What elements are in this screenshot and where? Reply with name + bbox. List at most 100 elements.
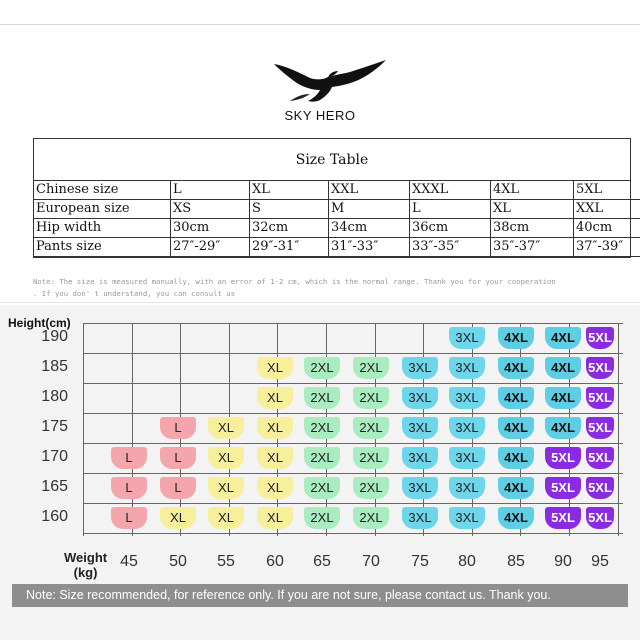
size-cell-3xl: 3XL [402, 357, 438, 379]
size-cell-l: L [111, 507, 147, 529]
size-cell-3xl: 3XL [449, 447, 485, 469]
size-cell-5xl: 5XL [586, 477, 614, 499]
size-table-cell: 38cm [490, 218, 574, 238]
weight-tick: 70 [362, 553, 380, 570]
size-cell-2xl: 2XL [353, 477, 389, 499]
size-cell-5xl: 5XL [545, 447, 581, 469]
size-table-cell: 27″-29″ [170, 237, 250, 257]
grid-hline [83, 443, 623, 444]
size-table-cell: 29″-31″ [249, 237, 329, 257]
size-cell-l: L [111, 477, 147, 499]
height-tick: 190 [41, 328, 68, 345]
grid-hline [83, 473, 623, 474]
size-cell-5xl: 5XL [586, 417, 614, 439]
size-table-row: Chinese size L XL XXL XXXL 4XL 5XL [34, 181, 640, 200]
size-cell-2xl: 2XL [304, 417, 340, 439]
grid-hline [83, 533, 623, 534]
size-table-cell: XXL [573, 199, 640, 219]
size-cell-l: L [160, 417, 196, 439]
size-cell-3xl: 3XL [449, 477, 485, 499]
weight-tick: 50 [169, 553, 187, 570]
size-cell-3xl: 3XL [449, 507, 485, 529]
size-table-cell: XXL [328, 181, 410, 200]
size-cell-5xl: 5XL [586, 357, 614, 379]
size-cell-xl: XL [257, 447, 293, 469]
eagle-icon [274, 60, 386, 102]
size-table-cell: 5XL [573, 181, 640, 200]
size-cell-xl: XL [257, 387, 293, 409]
size-cell-2xl: 2XL [353, 387, 389, 409]
height-tick: 160 [41, 508, 68, 525]
size-cell-l: L [111, 447, 147, 469]
measurement-note-line2: . If you don' t understand, you can cons… [33, 289, 236, 298]
size-table-cell: 4XL [490, 181, 574, 200]
size-table-row-header: Pants size [34, 237, 171, 257]
size-table-cell: L [170, 181, 250, 200]
size-cell-3xl: 3XL [449, 417, 485, 439]
size-cell-xl: XL [208, 447, 244, 469]
grid-hline [83, 413, 623, 414]
size-cell-2xl: 2XL [353, 357, 389, 379]
size-cell-2xl: 2XL [353, 417, 389, 439]
size-cell-4xl: 4XL [498, 387, 534, 409]
section-divider [0, 302, 640, 303]
size-cell-3xl: 3XL [449, 387, 485, 409]
size-table-row-header: European size [34, 199, 171, 219]
size-table-cell: M [328, 199, 410, 219]
size-table-cell: 32cm [249, 218, 329, 238]
weight-axis-label: Weight (kg) [64, 550, 107, 580]
weight-tick: 45 [120, 553, 138, 570]
size-cell-4xl: 4XL [545, 357, 581, 379]
size-cell-xl: XL [257, 357, 293, 379]
size-cell-3xl: 3XL [402, 387, 438, 409]
height-axis-label: Height(cm) [8, 316, 71, 330]
size-cell-5xl: 5XL [545, 507, 581, 529]
size-cell-4xl: 4XL [498, 417, 534, 439]
size-cell-4xl: 4XL [545, 417, 581, 439]
size-cell-5xl: 5XL [586, 327, 614, 349]
weight-axis-label-line1: Weight [64, 550, 108, 565]
size-table-cell: 34cm [328, 218, 410, 238]
size-cell-2xl: 2XL [353, 447, 389, 469]
size-table-cell: XXXL [409, 181, 491, 200]
size-table-cell: 35″-37″ [490, 237, 574, 257]
grid-hline [83, 353, 623, 354]
size-table-cell: L [409, 199, 491, 219]
size-cell-4xl: 4XL [498, 507, 534, 529]
height-tick: 185 [41, 358, 68, 375]
size-cell-xl: XL [208, 507, 244, 529]
size-cell-xl: XL [208, 477, 244, 499]
size-cell-3xl: 3XL [449, 327, 485, 349]
weight-tick: 60 [266, 553, 284, 570]
size-cell-3xl: 3XL [402, 447, 438, 469]
brand-name: SKY HERO [284, 108, 356, 123]
weight-tick: 90 [554, 553, 572, 570]
size-table-cell: 33″-35″ [409, 237, 491, 257]
bottom-note: Note: Size recommended, for reference on… [12, 584, 628, 607]
weight-tick: 55 [217, 553, 235, 570]
size-cell-4xl: 4XL [498, 357, 534, 379]
weight-tick: 85 [507, 553, 525, 570]
size-cell-l: L [160, 477, 196, 499]
size-table-row-header: Hip width [34, 218, 171, 238]
size-table-cell: 31″-33″ [328, 237, 410, 257]
grid-hline [83, 503, 623, 504]
size-cell-3xl: 3XL [402, 507, 438, 529]
size-cell-3xl: 3XL [449, 357, 485, 379]
size-cell-5xl: 5XL [586, 387, 614, 409]
size-cell-2xl: 2XL [304, 477, 340, 499]
size-table: Size Table Chinese size L XL XXL XXXL 4XL 5XL E… [33, 138, 640, 258]
height-tick: 165 [41, 478, 68, 495]
size-cell-xl: XL [160, 507, 196, 529]
size-cell-xl: XL [257, 477, 293, 499]
grid-vline [618, 323, 619, 536]
size-table-cell: XL [490, 199, 574, 219]
size-table-row: Hip width 30cm 32cm 34cm 36cm 38cm 40cm [34, 218, 640, 238]
weight-axis-label-line2: (kg) [73, 565, 98, 580]
size-table-cell: S [249, 199, 329, 219]
size-table-cell: 40cm [573, 218, 640, 238]
size-table-cell: XS [170, 199, 250, 219]
top-divider [0, 24, 640, 25]
weight-tick: 65 [313, 553, 331, 570]
size-table-title: Size Table [34, 139, 630, 181]
